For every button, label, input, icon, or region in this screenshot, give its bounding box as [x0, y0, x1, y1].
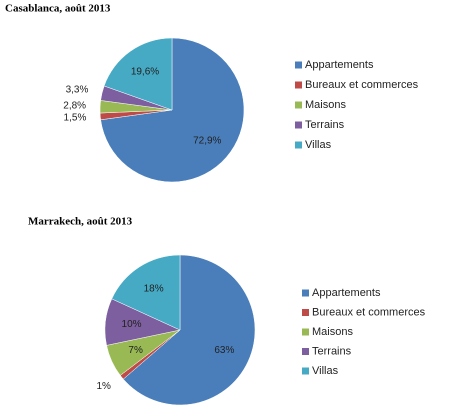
- pie-slice: [100, 37, 245, 183]
- data-label: 7%: [128, 345, 143, 356]
- data-label: 10%: [122, 319, 142, 330]
- pie-slice: [103, 37, 173, 111]
- pie-slice: [111, 254, 181, 331]
- legend-swatch: [295, 141, 302, 149]
- pie-slice: [122, 254, 256, 406]
- legend-swatch: [295, 101, 302, 109]
- legend-swatch: [295, 61, 302, 69]
- data-label: 1,5%: [64, 112, 87, 123]
- legend-label: Appartements: [312, 287, 381, 299]
- legend-label: Villas: [312, 365, 339, 377]
- data-label: 72,9%: [193, 135, 221, 146]
- legend-swatch: [302, 309, 309, 316]
- legend-label: Maisons: [305, 99, 346, 111]
- legend-label: Maisons: [312, 326, 353, 338]
- data-label: 63%: [214, 345, 234, 356]
- data-label: 19,6%: [131, 66, 159, 77]
- legend-label: Bureaux et commerces: [305, 79, 419, 91]
- legend-swatch: [295, 81, 302, 89]
- legend-swatch: [302, 328, 309, 336]
- chart-title: Marrakech, août 2013: [28, 216, 133, 228]
- legend-label: Bureaux et commerces: [312, 306, 426, 318]
- data-label: 3,3%: [66, 84, 89, 95]
- data-label: 18%: [144, 284, 164, 295]
- legend-label: Villas: [305, 139, 332, 151]
- legend-swatch: [295, 121, 302, 129]
- legend-swatch: [302, 289, 309, 297]
- legend-label: Appartements: [305, 59, 374, 71]
- legend-label: Terrains: [312, 345, 352, 357]
- legend-swatch: [302, 367, 309, 375]
- data-label: 2,8%: [63, 101, 86, 112]
- legend-swatch: [302, 348, 309, 355]
- chart-title: Casablanca, août 2013: [5, 3, 111, 15]
- legend-label: Terrains: [305, 119, 345, 131]
- data-label: 1%: [96, 381, 111, 392]
